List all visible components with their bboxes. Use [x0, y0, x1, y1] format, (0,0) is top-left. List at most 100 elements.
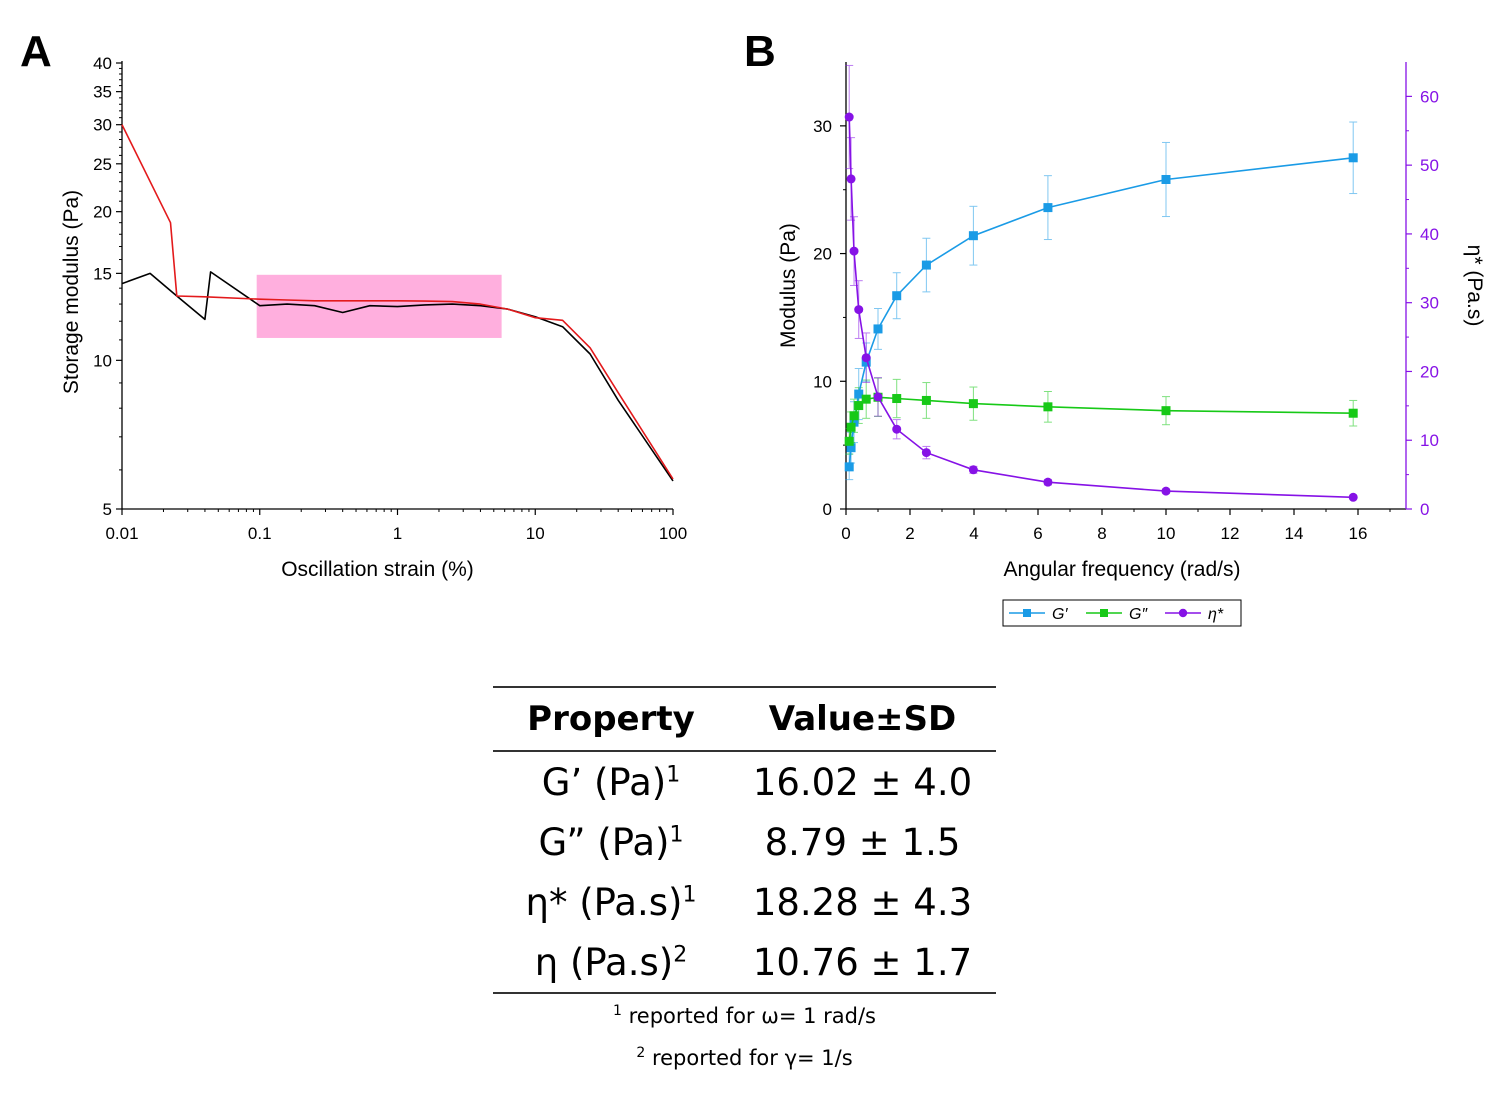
strain-sweep-line-2	[121, 124, 674, 480]
data-point	[1161, 486, 1171, 496]
left-y-tick-label: 0	[823, 500, 832, 519]
y-tick-label: 30	[93, 116, 112, 135]
data-point	[844, 462, 854, 472]
x-tick-label: 100	[659, 524, 687, 543]
footnote-1: 1 reported for ω= 1 rad/s	[493, 1004, 996, 1036]
x-tick-label: 16	[1349, 524, 1368, 543]
x-tick-label: 10	[526, 524, 545, 543]
property-cell: G” (Pa)1	[493, 812, 729, 872]
frequency-sweep-chart: 0 2 4 6 8 10 12 14 16 0 10 20 30 0 10 20 30 40 50 60 Angular…	[777, 62, 1486, 627]
footnote-mark: 1	[682, 882, 697, 908]
x-axis-title: Oscillation strain (%)	[281, 558, 474, 581]
footnote-1-mark: 1	[613, 1003, 622, 1019]
series-line-1	[848, 157, 1354, 467]
x-tick-label: 8	[1097, 524, 1106, 543]
y-axis-title: Storage modulus (Pa)	[60, 190, 83, 394]
data-point	[1043, 477, 1053, 487]
x-axis-title: Angular frequency (rad/s)	[1004, 558, 1241, 581]
data-point	[968, 465, 978, 475]
left-y-tick-label: 10	[813, 372, 832, 391]
properties-table: Property Value±SD G’ (Pa)1 16.02 ± 4.0 G…	[493, 686, 996, 994]
value-cell: 18.28 ± 4.3	[752, 880, 973, 924]
data-point	[844, 112, 854, 122]
x-tick-label: 2	[905, 524, 914, 543]
y-tick-label: 40	[93, 54, 112, 73]
legend-swatch-marker	[1178, 608, 1188, 618]
left-y-tick-label: 30	[813, 117, 832, 136]
property-cell: η* (Pa.s)1	[493, 872, 729, 932]
x-tick-label: 0.01	[105, 524, 138, 543]
data-point	[854, 401, 864, 411]
figure: A B 0.01 0.1 1 10 100510152025303540Oscillat…	[20, 27, 1486, 627]
data-point	[846, 422, 856, 432]
table-header-row: Property Value±SD	[493, 686, 996, 752]
x-tick-label: 4	[969, 524, 978, 543]
x-tick-label: 10	[1157, 524, 1176, 543]
left-y-tick-label: 20	[813, 245, 832, 264]
property-cell: G’ (Pa)1	[493, 751, 729, 812]
x-tick-label: 1	[393, 524, 402, 543]
footnote-1-text: reported for ω= 1 rad/s	[628, 1004, 876, 1028]
data-point	[1348, 408, 1358, 418]
y-tick-label: 35	[93, 83, 112, 102]
property-name: G” (Pa)	[538, 820, 670, 864]
legend-swatch-marker	[1100, 609, 1108, 617]
data-point	[892, 291, 902, 301]
footnote-mark: 2	[673, 942, 688, 968]
x-tick-label: 6	[1033, 524, 1042, 543]
strain-sweep-line-1	[121, 271, 674, 482]
right-y-tick-label: 30	[1420, 294, 1439, 313]
property-name: η* (Pa.s)	[525, 880, 683, 924]
footnote-2-mark: 2	[636, 1045, 646, 1061]
footnote-mark: 1	[669, 822, 684, 848]
data-point	[892, 394, 902, 404]
right-y-tick-label: 0	[1420, 500, 1429, 519]
x-tick-label: 0	[841, 524, 850, 543]
x-tick-label: 12	[1221, 524, 1240, 543]
property-cell: η (Pa.s)2	[493, 932, 729, 994]
legend-label: G′	[1052, 606, 1068, 623]
x-tick-label: 0.1	[248, 524, 272, 543]
data-point	[1161, 406, 1171, 416]
data-point	[1348, 492, 1358, 502]
table-row: G’ (Pa)1 16.02 ± 4.0	[493, 751, 996, 812]
property-name: G’ (Pa)	[541, 760, 667, 804]
right-y-tick-label: 50	[1420, 156, 1439, 175]
table-row: η (Pa.s)2 10.76 ± 1.7	[493, 932, 996, 994]
data-point	[968, 231, 978, 241]
data-point	[892, 424, 902, 434]
table-row: η* (Pa.s)1 18.28 ± 4.3	[493, 872, 996, 932]
data-point	[1161, 174, 1171, 184]
data-point	[861, 394, 871, 404]
data-point	[846, 443, 856, 453]
data-point	[854, 305, 864, 315]
data-point	[968, 399, 978, 409]
footnote-2: 2 reported for γ= 1/s	[493, 1046, 996, 1078]
y-tick-label: 5	[103, 500, 112, 519]
right-y-tick-label: 20	[1420, 362, 1439, 381]
series-line-3	[848, 116, 1354, 499]
header-property: Property	[493, 686, 729, 752]
table-row: G” (Pa)1 8.79 ± 1.5	[493, 812, 996, 872]
footnote-2-text: reported for γ= 1/s	[651, 1046, 853, 1070]
x-tick-label: 14	[1285, 524, 1304, 543]
right-y-tick-label: 60	[1420, 87, 1439, 106]
data-point	[921, 448, 931, 458]
y-tick-label: 25	[93, 155, 112, 174]
property-name: η (Pa.s)	[534, 940, 674, 984]
data-point	[873, 392, 883, 402]
data-point	[849, 246, 859, 256]
data-point	[844, 436, 854, 446]
data-point	[921, 395, 931, 405]
left-y-axis-title: Modulus (Pa)	[777, 223, 800, 348]
strain-sweep-chart: 0.01 0.1 1 10 100 5 10 15 20 25 30 35 40 Oscillation …	[60, 54, 687, 581]
value-cell: 8.79 ± 1.5	[764, 820, 961, 864]
data-point	[1043, 402, 1053, 412]
legend-label: η*	[1208, 606, 1224, 623]
right-y-axis-title: η* (Pa.s)	[1463, 245, 1486, 327]
panel-a-label: A	[20, 27, 52, 76]
y-tick-label: 15	[93, 264, 112, 283]
panel-b-label: B	[744, 27, 776, 76]
legend: G′ G″ η*	[1002, 599, 1242, 627]
data-point	[846, 174, 856, 184]
